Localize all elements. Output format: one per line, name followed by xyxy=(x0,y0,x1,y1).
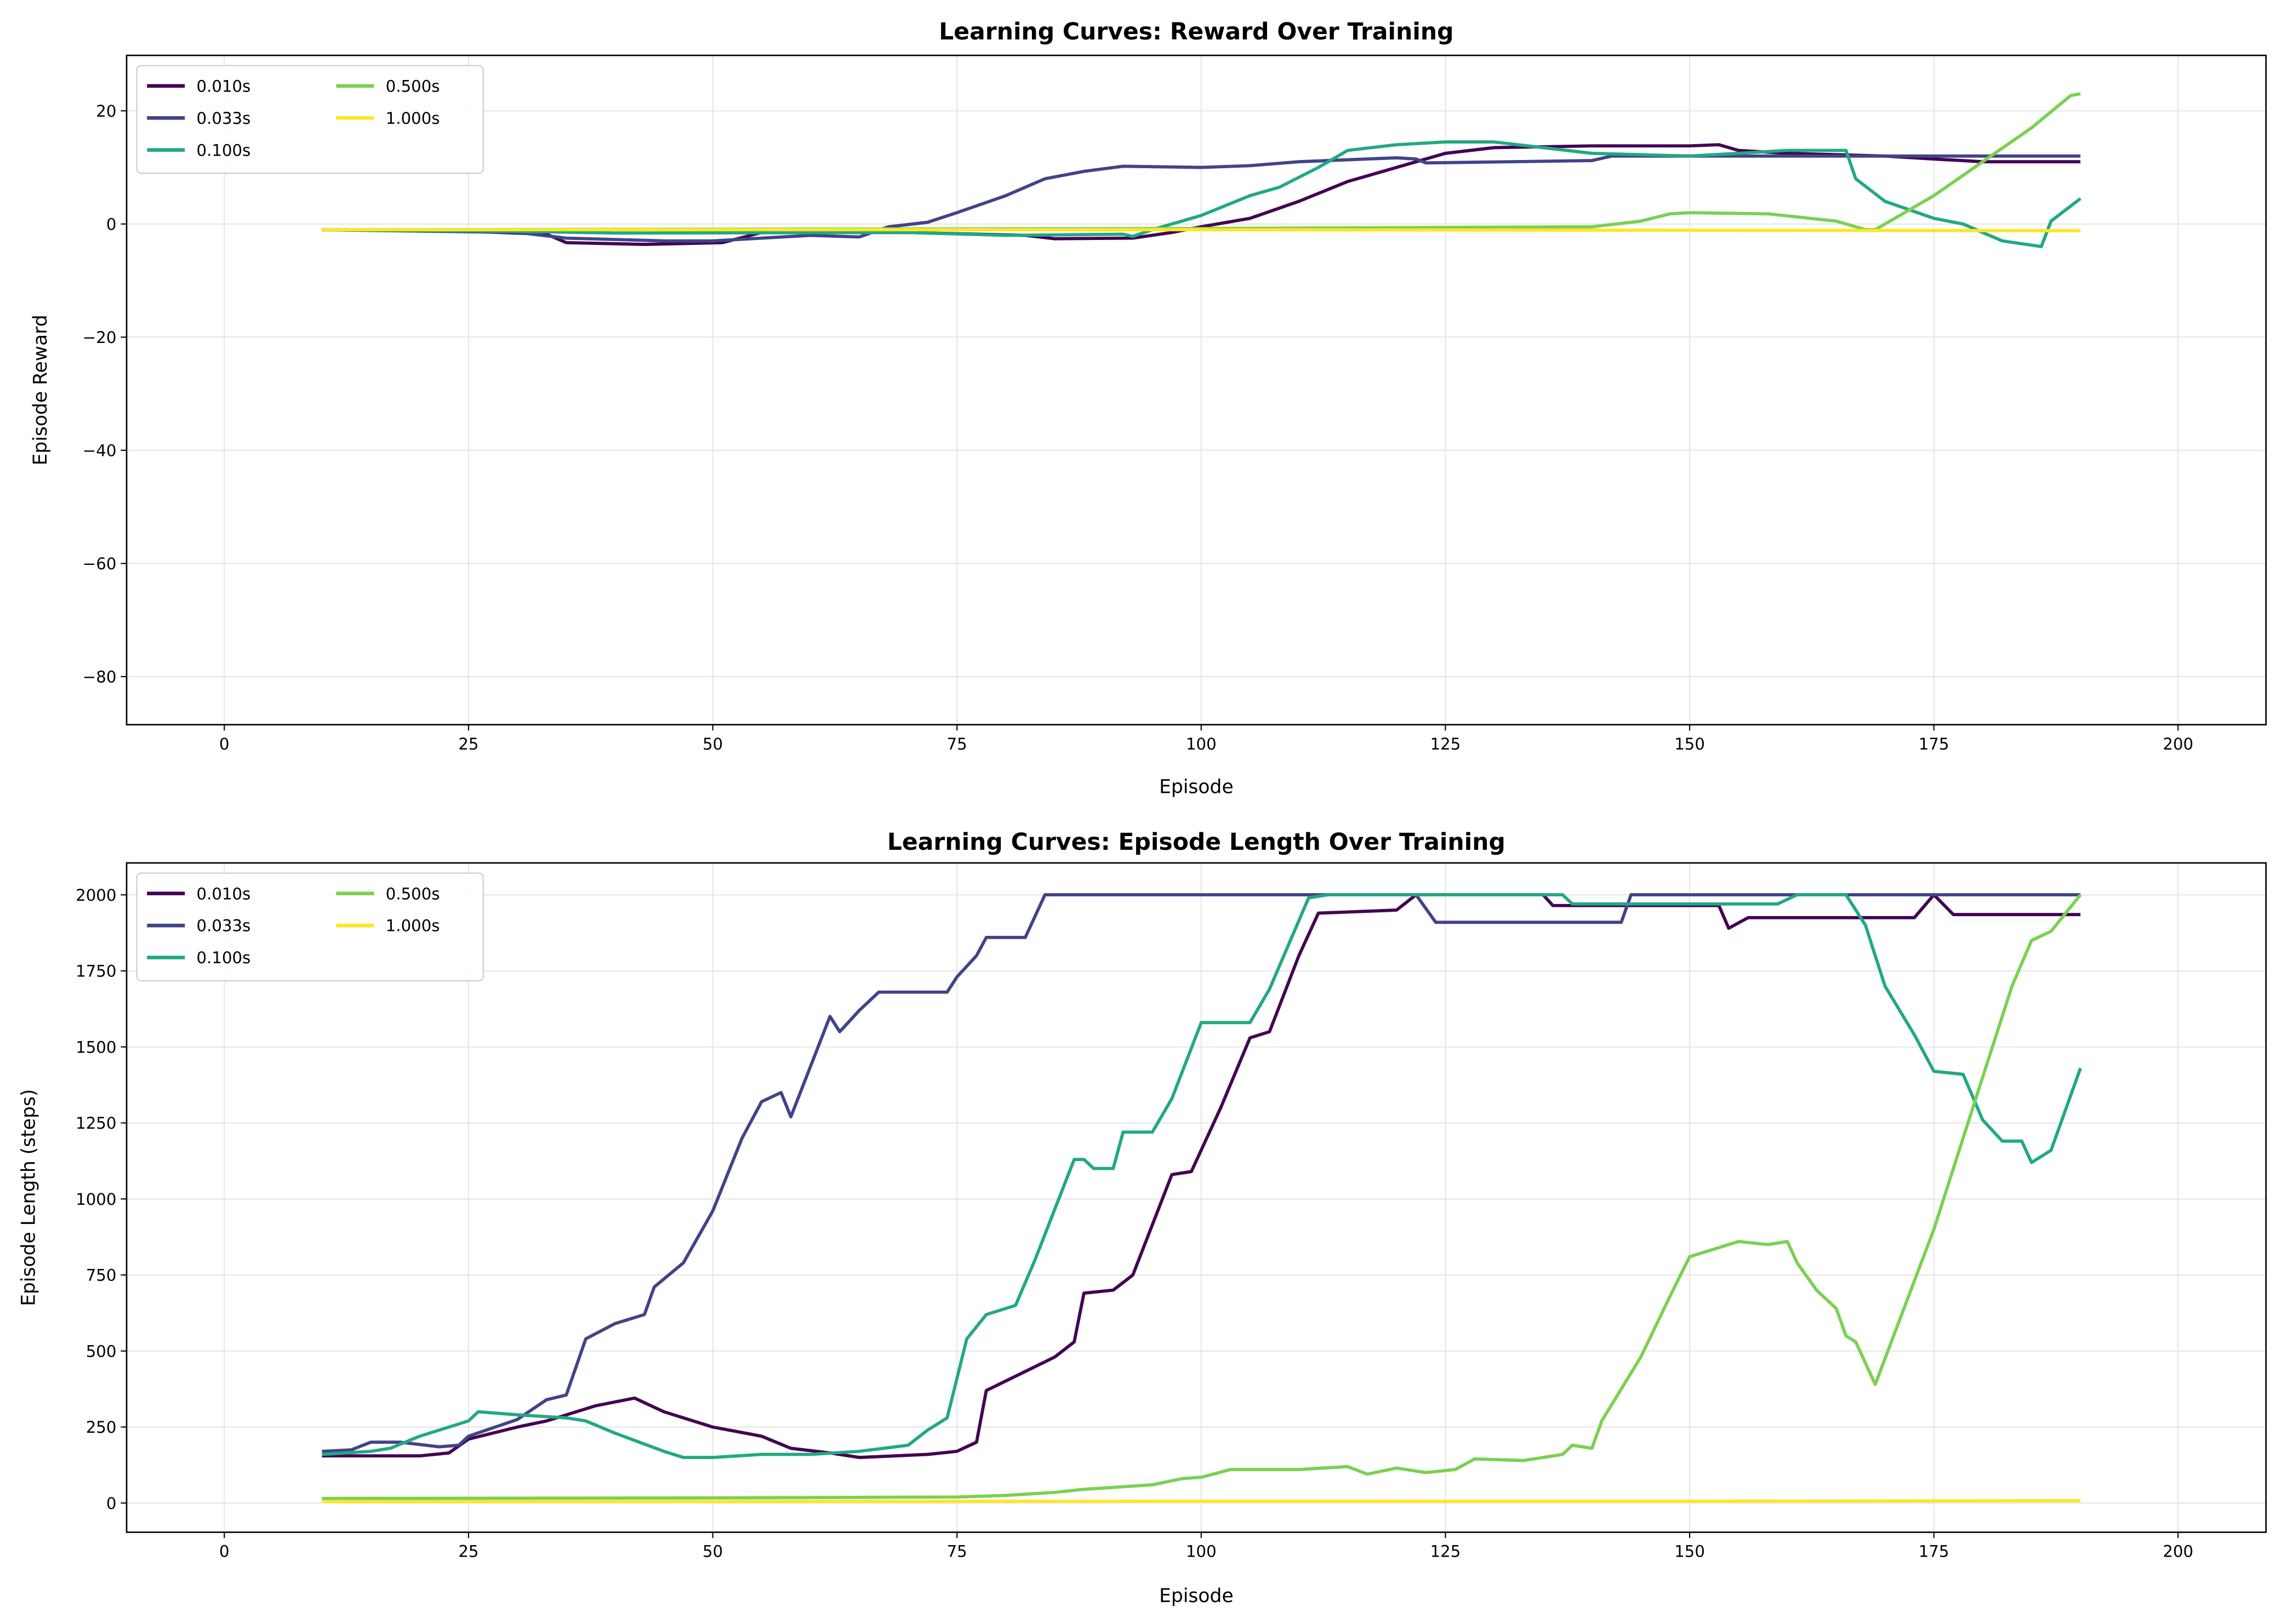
reward-legend: 0.010s 0.033s 0.100s 0.500s 1.000s xyxy=(136,65,484,174)
length-chart-title: Learning Curves: Episode Length Over Tra… xyxy=(887,829,1505,856)
length-series-0.100s xyxy=(322,893,2082,1459)
reward-ytick-label: 0 xyxy=(106,215,117,233)
reward-axes-frame xyxy=(125,54,2267,725)
reward-chart: Learning Curves: Reward Over Training Ep… xyxy=(30,19,2267,798)
length-series-0.033s xyxy=(322,893,2081,1453)
reward-legend-label: 0.010s xyxy=(197,77,251,95)
reward-xtick-label: 125 xyxy=(1430,735,1461,753)
reward-xtick-label: 100 xyxy=(1186,735,1217,753)
length-legend-label: 0.033s xyxy=(197,917,251,935)
length-ytick-label: 750 xyxy=(86,1266,117,1285)
reward-ytick-label: −20 xyxy=(83,328,117,347)
length-ytick-label: 1750 xyxy=(76,962,116,981)
length-xtick-label: 200 xyxy=(2163,1542,2193,1561)
length-ytick-label: 1500 xyxy=(76,1038,116,1056)
length-xtick-label: 0 xyxy=(219,1542,230,1561)
reward-ytick-label: −60 xyxy=(83,554,117,573)
reward-series-0.100s xyxy=(322,140,2081,248)
length-xtick-label: 125 xyxy=(1430,1542,1461,1561)
length-ytick-label: 1000 xyxy=(76,1190,116,1209)
reward-xtick-label: 200 xyxy=(2163,735,2193,753)
reward-ytick-label: 20 xyxy=(96,102,116,121)
length-xtick-label: 175 xyxy=(1919,1542,1949,1561)
reward-series-0.033s xyxy=(322,154,2081,243)
length-ytick-label: 1250 xyxy=(76,1114,116,1133)
length-legend-label: 0.100s xyxy=(197,948,251,967)
length-ytick-label: 0 xyxy=(106,1494,117,1513)
length-chart-xlabel: Episode xyxy=(1159,1585,1234,1607)
length-legend-label: 0.500s xyxy=(386,884,440,903)
reward-xtick-label: 150 xyxy=(1674,735,1705,753)
length-axes-frame xyxy=(125,862,2267,1533)
reward-legend-label: 0.100s xyxy=(197,141,251,159)
reward-series-1.000s xyxy=(322,228,2081,233)
reward-chart-ylabel: Episode Reward xyxy=(30,314,52,465)
reward-series-0.500s xyxy=(322,92,2081,232)
length-legend-label: 1.000s xyxy=(386,917,440,935)
length-xtick-label: 150 xyxy=(1674,1542,1705,1561)
length-series-0.500s xyxy=(322,894,2082,1500)
reward-xtick-label: 175 xyxy=(1919,735,1949,753)
reward-xtick-label: 50 xyxy=(703,735,723,753)
length-series-1.000s xyxy=(322,1499,2081,1503)
reward-legend-label: 1.000s xyxy=(386,109,440,128)
length-xtick-label: 50 xyxy=(703,1542,723,1561)
length-ytick-label: 2000 xyxy=(76,886,116,905)
length-legend-box xyxy=(136,872,484,982)
length-xtick-label: 25 xyxy=(458,1542,478,1561)
reward-chart-title: Learning Curves: Reward Over Training xyxy=(939,19,1453,45)
reward-legend-label: 0.500s xyxy=(386,77,440,95)
length-legend: 0.010s 0.033s 0.100s 0.500s 1.000s xyxy=(136,872,484,982)
reward-xtick-label: 0 xyxy=(219,735,230,753)
length-legend-label: 0.010s xyxy=(197,884,251,903)
length-ytick-label: 500 xyxy=(86,1342,117,1360)
reward-ytick-label: −40 xyxy=(83,441,117,460)
reward-xtick-label: 75 xyxy=(947,735,967,753)
reward-ytick-label: −80 xyxy=(83,668,117,687)
length-xtick-label: 75 xyxy=(947,1542,967,1561)
length-chart-ylabel: Episode Length (steps) xyxy=(18,1089,40,1306)
reward-chart-xlabel: Episode xyxy=(1159,776,1234,798)
reward-legend-label: 0.033s xyxy=(197,109,251,128)
length-chart: Learning Curves: Episode Length Over Tra… xyxy=(18,829,2267,1607)
length-xtick-label: 100 xyxy=(1186,1542,1217,1561)
reward-xtick-label: 25 xyxy=(458,735,478,753)
reward-legend-box xyxy=(136,65,484,174)
length-ytick-label: 250 xyxy=(86,1418,117,1437)
